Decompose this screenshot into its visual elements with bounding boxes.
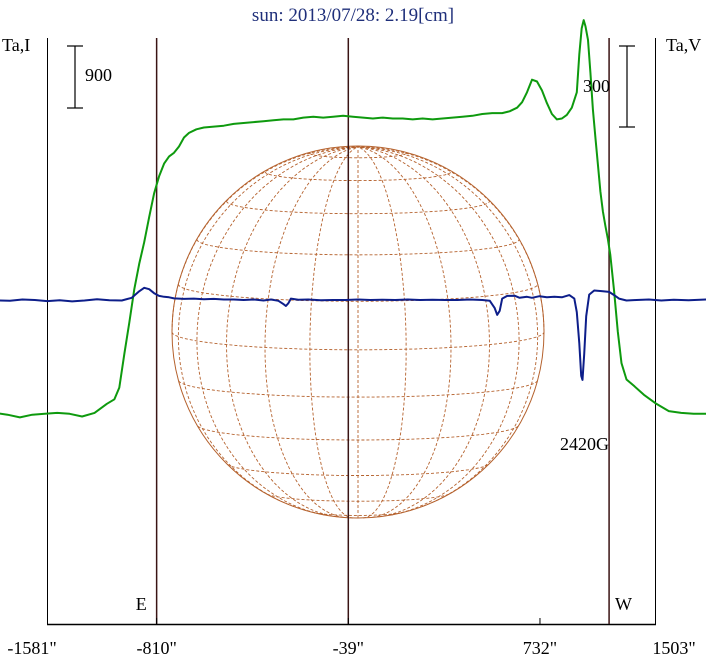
- intensity-series-line: [0, 19, 706, 419]
- parallel-line: [171, 331, 545, 351]
- parallel-line: [226, 463, 490, 476]
- meridian-line: [177, 146, 359, 507]
- solar-disk-grid: [171, 145, 545, 519]
- parallel-line: [264, 171, 452, 182]
- meridian-line: [357, 146, 407, 519]
- left-scale-label: 900: [85, 65, 112, 85]
- meridian-line: [357, 146, 490, 518]
- parallel-line: [313, 512, 403, 516]
- meridian-line: [264, 146, 359, 518]
- x-tick-label: 732": [523, 638, 557, 658]
- meridian-line: [357, 146, 452, 518]
- meridian-line: [357, 146, 539, 507]
- x-tick-label: 1503": [652, 638, 695, 658]
- parallel-line: [197, 425, 519, 441]
- x-tick-label: -1581": [7, 638, 56, 658]
- polarization-series-line: [0, 286, 706, 381]
- parallel-line: [266, 493, 450, 502]
- x-tick-label: -810": [136, 638, 176, 658]
- left-axis-label: Ta,I: [2, 35, 30, 55]
- parallel-line: [226, 200, 490, 215]
- parallel-line: [309, 153, 407, 159]
- x-tick-label: -39": [333, 638, 364, 658]
- right-scale-bar: [619, 45, 635, 128]
- meridian-line: [196, 146, 359, 516]
- right-axis-label: Ta,V: [666, 35, 701, 55]
- left-scale-bar: [67, 45, 83, 109]
- parallel-line: [178, 380, 538, 398]
- meridian-line: [226, 146, 359, 518]
- limb-label: W: [615, 594, 632, 614]
- right-scale-label: 300: [583, 76, 610, 96]
- magnetic-field-annotation: 2420G: [560, 434, 609, 454]
- meridian-line: [357, 146, 520, 516]
- chart-title: sun: 2013/07/28: 2.19[cm]: [252, 5, 454, 26]
- meridian-line: [309, 146, 359, 519]
- limb-label: E: [136, 594, 147, 614]
- parallel-line: [177, 283, 539, 302]
